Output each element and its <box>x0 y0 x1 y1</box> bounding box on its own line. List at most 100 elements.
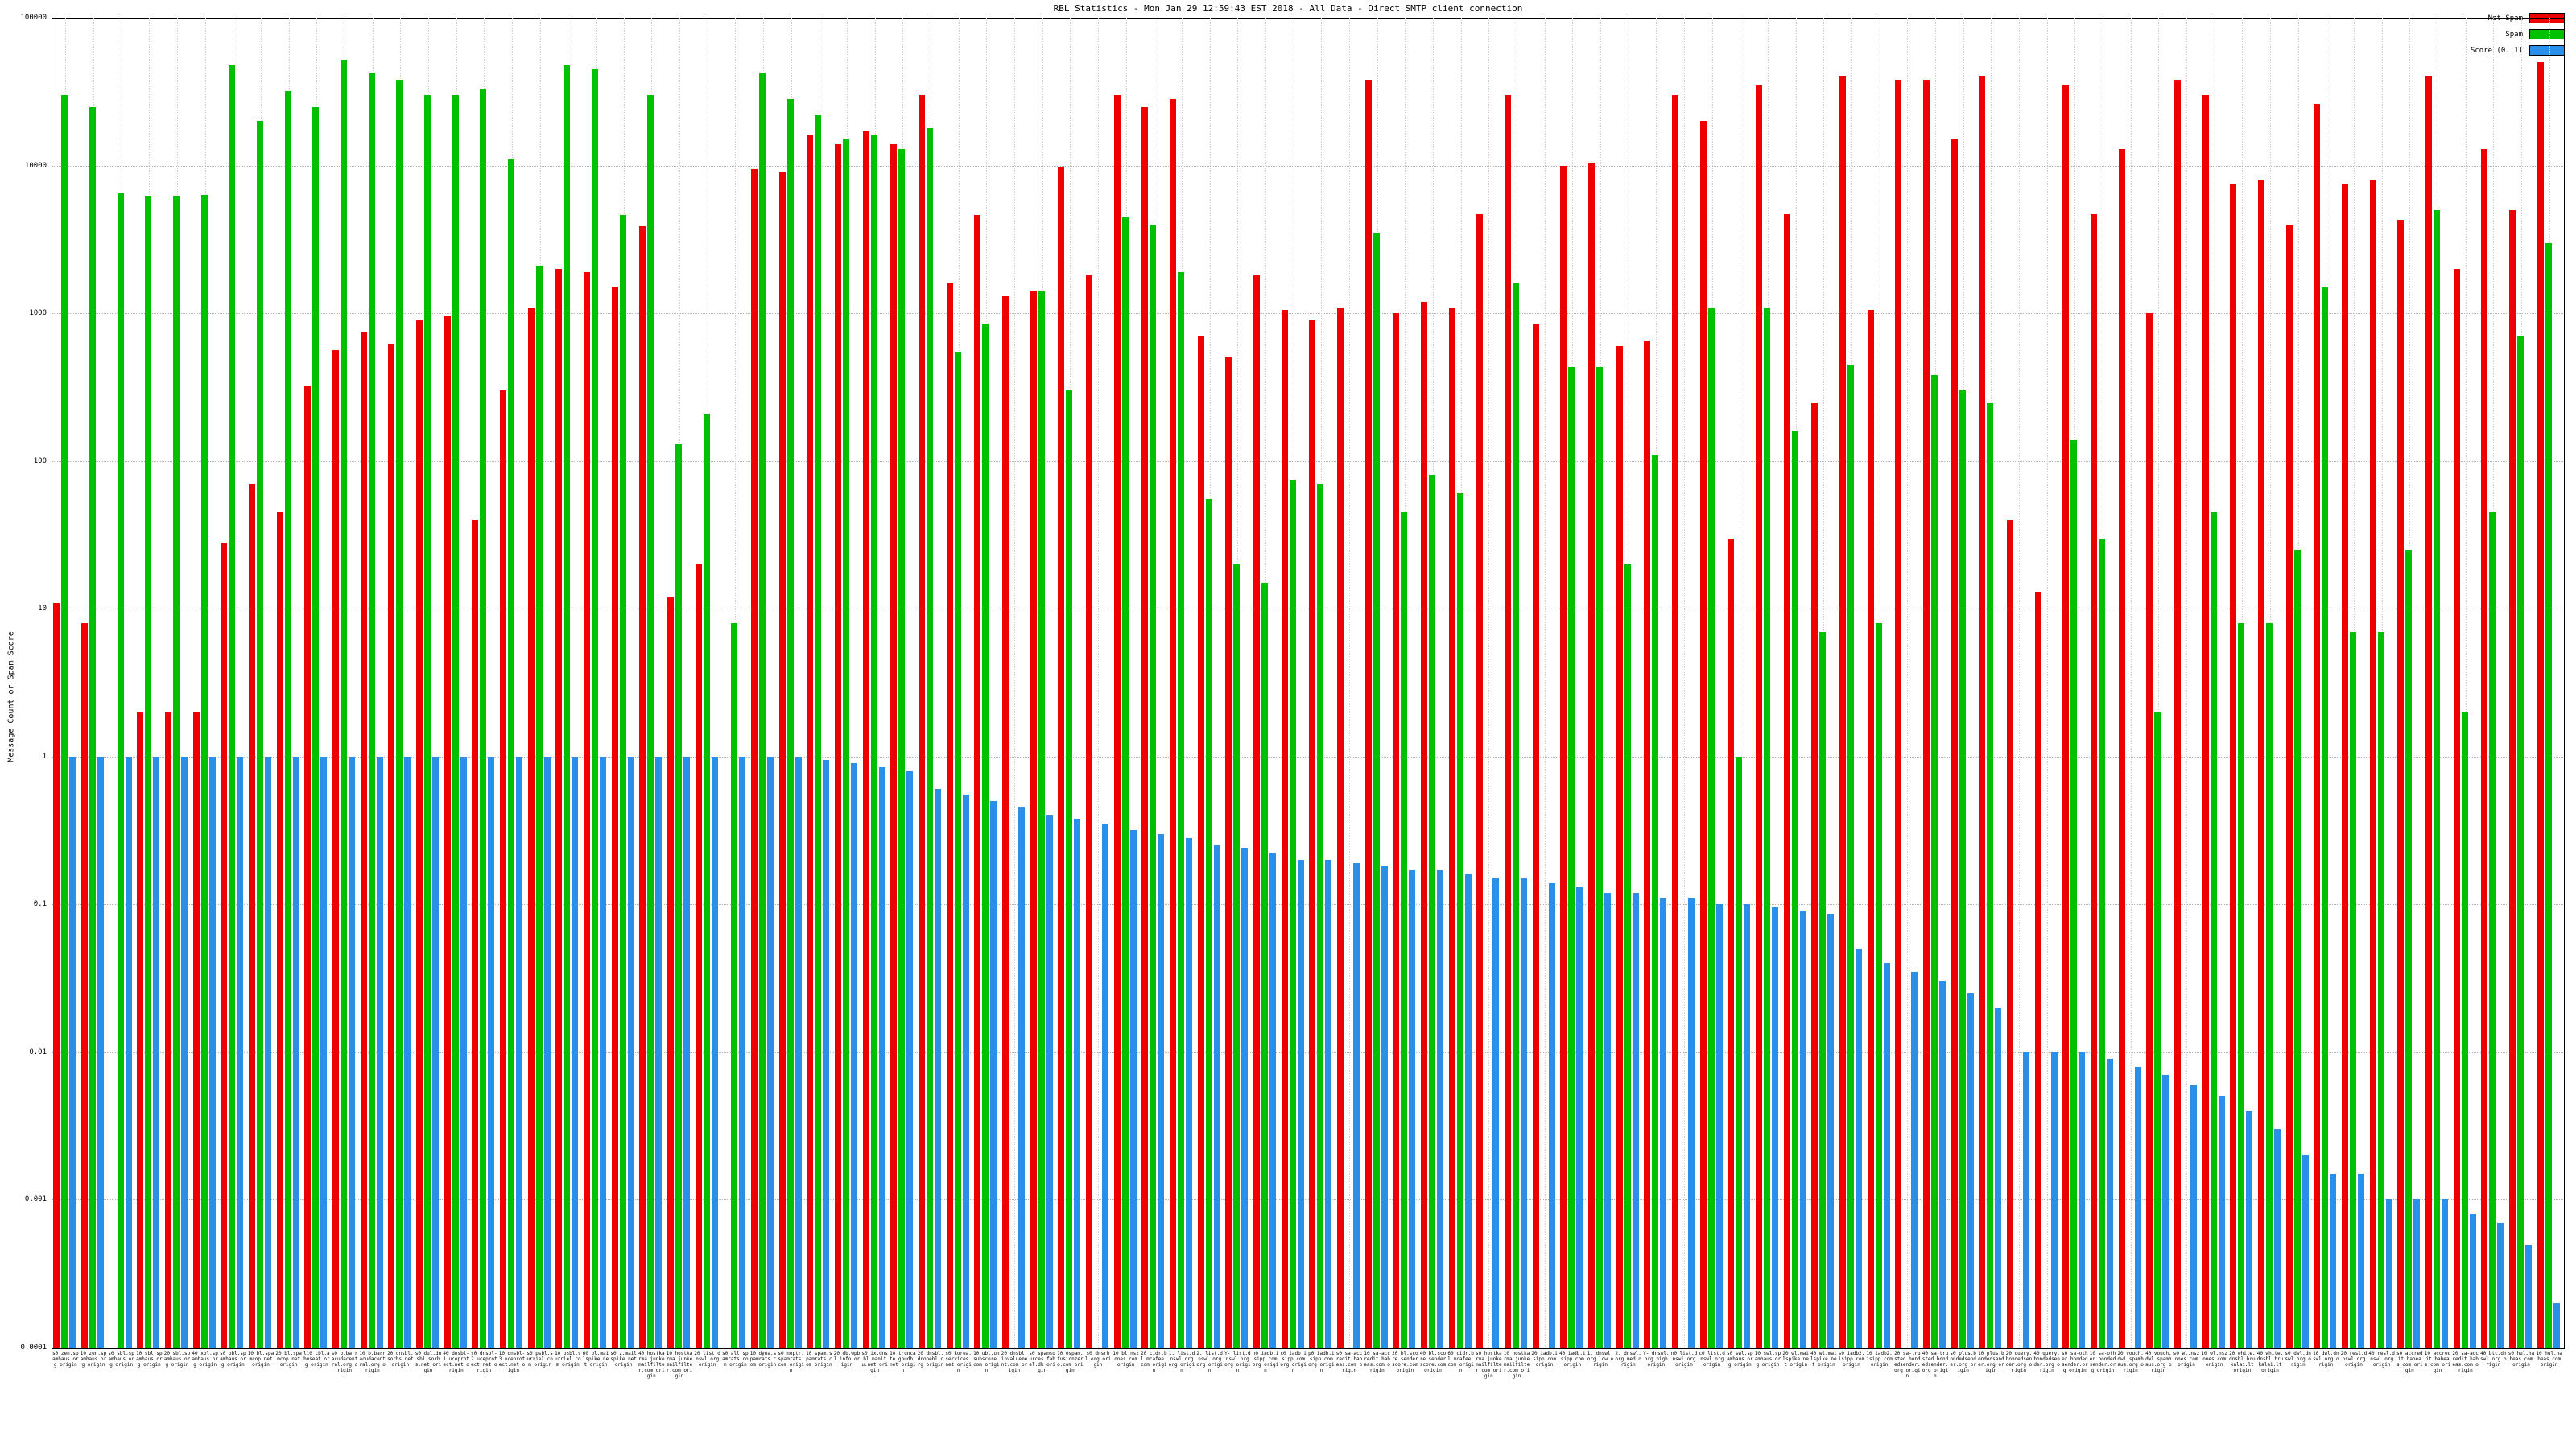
x-category-label: 20 cidr.bl.mcafee.com origin <box>1141 1351 1167 1373</box>
bar-not-spam <box>1923 80 1930 1348</box>
x-category-label: s0 z.mailspike.net origin <box>610 1351 637 1368</box>
bar-not-spam <box>1644 341 1651 1348</box>
x-category-label: 40 bl.score.senderscore.com origin <box>1419 1351 1447 1373</box>
y-tick-label: 0.0001 <box>20 1344 47 1352</box>
bar-score <box>376 756 383 1348</box>
y-tick-label: 100000 <box>20 14 47 22</box>
bar-score <box>97 756 104 1348</box>
bar-spam <box>619 215 626 1348</box>
bar-spam <box>675 444 682 1348</box>
bar-score <box>1437 870 1443 1348</box>
bar-spam <box>1987 402 1994 1348</box>
bar-not-spam <box>1616 345 1623 1348</box>
bar-score <box>432 756 439 1348</box>
x-category-label: 10 sa-other.bondedsender.org origin <box>2089 1351 2116 1373</box>
legend-label-spam: Spam <box>2505 30 2523 39</box>
bar-not-spam <box>1783 213 1790 1348</box>
x-category-label: s0 all.spamrats.com origin <box>722 1351 749 1368</box>
bar-score <box>1381 866 1388 1348</box>
bar-score <box>711 756 718 1348</box>
bar-score <box>1521 878 1527 1348</box>
y-tick-label: 0.01 <box>29 1047 47 1056</box>
bar-spam <box>257 121 263 1348</box>
bar-not-spam <box>667 597 674 1348</box>
x-category-label: 40 iadb.isipp.com origin <box>1559 1351 1586 1368</box>
x-category-label: 10 bl.nszones.com origin <box>1113 1351 1139 1368</box>
bar-not-spam <box>2230 184 2237 1348</box>
bar-score <box>292 756 299 1348</box>
x-category-label: 20 query.bondedsender.org origin <box>2005 1351 2033 1373</box>
bar-not-spam <box>137 712 144 1348</box>
bar-score <box>1548 882 1555 1348</box>
x-category-label: 20 bl.score.senderscore.com origin <box>1392 1351 1418 1373</box>
bar-spam <box>229 64 236 1348</box>
x-category-label: 10 plus.bondedsender.org origin <box>1978 1351 2004 1373</box>
x-category-label: 10 zen.spamhaus.org origin <box>80 1351 107 1368</box>
x-gridline <box>1544 18 1546 1348</box>
x-category-label: s0 ix.dnsbl.manitu.net origin <box>861 1351 888 1373</box>
bar-score <box>1883 963 1890 1348</box>
bar-spam <box>2377 631 2384 1348</box>
bar-spam <box>1261 582 1268 1348</box>
x-category-label: n0 iadb.isipp.com org origin <box>1252 1351 1279 1373</box>
bar-not-spam <box>81 623 88 1348</box>
bar-not-spam <box>527 307 535 1348</box>
bar-not-spam <box>1476 213 1484 1348</box>
bar-spam <box>1373 233 1380 1348</box>
bar-not-spam <box>360 332 367 1348</box>
bar-spam <box>535 265 543 1348</box>
bar-not-spam <box>1811 402 1818 1348</box>
x-category-label: 20 sa-accredit.habeas.com origin <box>2452 1351 2479 1373</box>
x-category-label: 1. list.dnswl.org org origin <box>1168 1351 1195 1373</box>
bar-score <box>1213 845 1220 1348</box>
bar-spam <box>759 73 766 1348</box>
bar-spam <box>1791 431 1798 1348</box>
bar-spam <box>1707 307 1715 1348</box>
bar-spam <box>898 148 906 1348</box>
bar-not-spam <box>1086 275 1092 1348</box>
x-category-label: 20 dnsbl.sorbs.net origin <box>387 1351 414 1368</box>
bar-not-spam <box>2397 219 2405 1348</box>
bar-score <box>2442 1199 2448 1348</box>
bar-spam <box>1289 479 1296 1348</box>
bar-spam <box>564 64 571 1348</box>
x-category-label: 40 sa-trusted.bondedsender.org origin <box>1922 1351 1949 1379</box>
x-category-label: 10 dwl.dnswl.org origin <box>2313 1351 2339 1368</box>
bar-not-spam <box>2174 80 2181 1348</box>
bar-spam <box>1429 475 1435 1348</box>
x-category-label: 10 accredit.habeas.com origin <box>2424 1351 2451 1373</box>
bar-score <box>208 756 216 1348</box>
bar-score <box>2553 1302 2560 1348</box>
bar-spam <box>1875 623 1882 1348</box>
bar-spam <box>2266 623 2273 1348</box>
bar-not-spam <box>332 350 339 1348</box>
bar-not-spam <box>695 564 702 1348</box>
bar-not-spam <box>835 143 841 1348</box>
x-category-label: Y- list.dnswl.org org origin <box>1224 1351 1251 1373</box>
bar-score <box>1241 848 1249 1348</box>
y-gridline <box>52 165 2563 167</box>
bar-not-spam <box>276 512 283 1348</box>
x-category-label: s0 hostkarma.junkemailfilter.com origin <box>1476 1351 1502 1379</box>
bar-score <box>460 756 467 1348</box>
x-category-label: 10 dnsbl-3.uceprotect.net origin <box>498 1351 526 1373</box>
bar-score <box>1772 907 1778 1348</box>
bar-not-spam <box>1197 336 1204 1348</box>
bar-score <box>1799 910 1806 1348</box>
x-category-label: s0 dnsbl-2.uceprotect.net origin <box>471 1351 497 1373</box>
x-category-label: s0 pbl.spamhaus.org origin <box>220 1351 246 1368</box>
bar-not-spam <box>1588 162 1595 1348</box>
bar-not-spam <box>1170 99 1176 1348</box>
y-tick-label: 100 <box>33 456 47 465</box>
bar-not-spam <box>1672 94 1678 1348</box>
bar-not-spam <box>472 519 479 1348</box>
x-category-label: 10 iadb2.isipp.com origin <box>1866 1351 1893 1368</box>
x-category-label: 40 btc.dnswl.org origin <box>2480 1351 2507 1368</box>
bar-spam <box>200 195 208 1348</box>
x-gridline <box>1098 18 1099 1348</box>
bar-spam <box>1652 455 1659 1348</box>
bar-spam <box>1401 512 1408 1348</box>
bar-not-spam <box>1532 324 1539 1348</box>
bar-score <box>404 756 411 1348</box>
x-category-label: s0 zen.spamhaus.org origin <box>52 1351 79 1368</box>
